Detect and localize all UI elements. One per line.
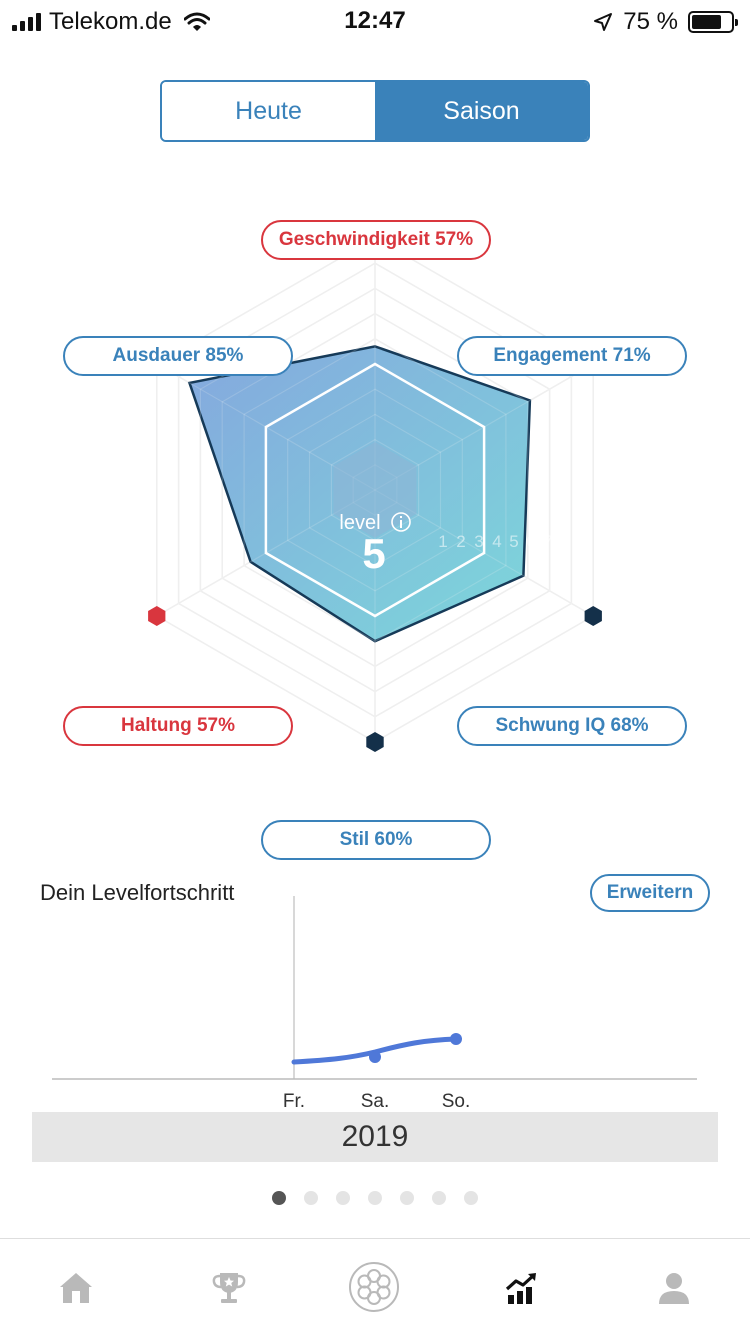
status-left: Telekom.de bbox=[12, 8, 210, 36]
axis-label-endurance[interactable]: Ausdauer 85% bbox=[63, 336, 293, 376]
status-right: 75 % bbox=[593, 8, 738, 36]
axis-label-engagement[interactable]: Engagement 71% bbox=[457, 336, 687, 376]
period-segmented-control: Heute Saison bbox=[160, 80, 590, 142]
level-value: 5 bbox=[362, 530, 385, 577]
radar-chart: 1 2 3 4 5 6 7 8 9 10 level 5 bbox=[148, 228, 614, 752]
page-dot[interactable] bbox=[368, 1191, 382, 1205]
inner-grid-ring bbox=[308, 413, 442, 567]
trophy-icon bbox=[212, 1273, 246, 1303]
tab-profile[interactable] bbox=[647, 1261, 701, 1315]
page-dot[interactable] bbox=[464, 1191, 478, 1205]
tab-statistics[interactable] bbox=[495, 1261, 549, 1315]
segment-season[interactable]: Saison bbox=[375, 82, 588, 140]
page-dot[interactable] bbox=[400, 1191, 414, 1205]
status-bar: Telekom.de 12:47 75 % bbox=[0, 0, 750, 40]
wifi-icon bbox=[183, 12, 210, 31]
carrier-name: Telekom.de bbox=[49, 8, 172, 35]
axis-label-speed[interactable]: Geschwindigkeit 57% bbox=[261, 220, 491, 260]
year-label: 2019 bbox=[32, 1112, 718, 1162]
scale-tick-label: 8 bbox=[561, 532, 570, 551]
inner-grid-ring bbox=[243, 338, 507, 642]
axis-marker bbox=[584, 606, 602, 626]
level-label: level bbox=[339, 512, 380, 534]
level-ring bbox=[264, 362, 486, 618]
scale-tick-label: 9 bbox=[578, 532, 587, 551]
axis-marker bbox=[366, 732, 384, 752]
level-point-so bbox=[450, 1033, 462, 1045]
battery-icon bbox=[688, 11, 738, 33]
scale-tick-label: 3 bbox=[474, 532, 483, 551]
axis-label-posture[interactable]: Haltung 57% bbox=[63, 706, 293, 746]
scale-tick-label: 5 bbox=[509, 532, 518, 551]
inner-grid-ring bbox=[330, 438, 420, 542]
scale-tick-label: 1 bbox=[438, 532, 447, 551]
inner-grid-ring bbox=[178, 262, 573, 718]
level-scale: 1 2 3 4 5 6 7 8 9 10 bbox=[438, 532, 614, 551]
axis-marker bbox=[148, 606, 166, 626]
page-dot[interactable] bbox=[432, 1191, 446, 1205]
level-progress-chart: Fr. Sa. So. bbox=[0, 890, 750, 1120]
tab-trophies[interactable] bbox=[202, 1261, 256, 1315]
scale-tick-label: 2 bbox=[456, 532, 465, 551]
tab-center-logo[interactable] bbox=[348, 1261, 400, 1313]
x-tick-label: Fr. bbox=[283, 1091, 305, 1112]
skills-radar: 1 2 3 4 5 6 7 8 9 10 level 5 Geschwindigkeit 57% … bbox=[0, 200, 750, 870]
scale-tick-label: 6 bbox=[526, 532, 535, 551]
scale-tick-label: 10 bbox=[596, 532, 615, 551]
stats-icon bbox=[505, 1273, 536, 1304]
x-tick-label: Sa. bbox=[361, 1091, 390, 1112]
scale-tick-label: 7 bbox=[543, 532, 552, 551]
level-progress-svg: Fr. Sa. So. bbox=[52, 896, 697, 1112]
page-dot[interactable] bbox=[272, 1191, 286, 1205]
page-dot[interactable] bbox=[336, 1191, 350, 1205]
x-tick-label: So. bbox=[442, 1091, 471, 1112]
page-dot[interactable] bbox=[304, 1191, 318, 1205]
expand-button[interactable]: Erweitern bbox=[590, 874, 710, 912]
level-point-sa bbox=[369, 1051, 381, 1063]
status-time: 12:47 bbox=[344, 7, 406, 34]
level-progress-title: Dein Levelfortschritt bbox=[40, 880, 235, 905]
inner-grid-ring bbox=[199, 287, 551, 693]
location-arrow-icon bbox=[594, 13, 613, 31]
segment-today[interactable]: Heute bbox=[162, 82, 375, 140]
profile-icon bbox=[659, 1273, 689, 1304]
page-indicator bbox=[0, 1191, 750, 1205]
axis-label-swing-iq[interactable]: Schwung IQ 68% bbox=[457, 706, 687, 746]
scale-tick-label: 4 bbox=[492, 532, 501, 551]
inner-grid-ring bbox=[221, 312, 529, 668]
battery-percentage: 75 % bbox=[623, 8, 678, 35]
flower-logo-icon bbox=[349, 1262, 399, 1312]
inner-grid-ring bbox=[287, 388, 463, 592]
cellular-signal-icon bbox=[12, 13, 41, 31]
home-icon bbox=[60, 1273, 92, 1303]
axis-label-style[interactable]: Stil 60% bbox=[261, 820, 491, 860]
tab-home[interactable] bbox=[49, 1261, 103, 1315]
info-icon[interactable] bbox=[391, 512, 411, 532]
tab-bar bbox=[0, 1238, 750, 1334]
